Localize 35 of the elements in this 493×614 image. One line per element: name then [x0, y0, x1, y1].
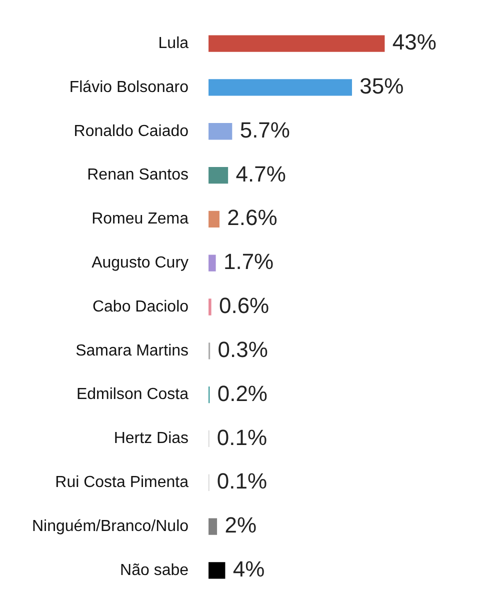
bar [208, 562, 226, 579]
data-label: 0.1% [216, 424, 268, 450]
y-tick-label: Samara Martins [76, 342, 189, 360]
y-tick-label: Ninguém/Branco/Nulo [32, 518, 189, 535]
y-tick-label: Flávio Bolsonaro [69, 78, 189, 96]
data-label: 0.1% [216, 468, 268, 494]
bar [208, 298, 212, 316]
data-label: 35% [360, 74, 404, 99]
data-label: 1.7% [223, 249, 274, 274]
data-label: 4% [232, 556, 265, 582]
bar [208, 518, 218, 535]
data-label: 0.3% [218, 336, 268, 362]
y-tick-label: Hertz Dias [114, 430, 189, 448]
y-tick-label: Edmilson Costa [76, 386, 189, 404]
bar [208, 79, 352, 96]
data-label: 2.6% [227, 205, 278, 230]
y-tick-label: Renan Santos [87, 166, 189, 184]
bar [208, 35, 385, 52]
y-tick-label: Romeu Zema [92, 210, 189, 228]
y-tick-label: Augusto Cury [92, 254, 189, 272]
data-label: 0.6% [218, 293, 270, 318]
bar [208, 210, 220, 228]
y-tick-label: Lula [158, 34, 189, 52]
data-label: 4.7% [236, 161, 286, 186]
bar [208, 166, 228, 184]
y-tick-label: Ronaldo Caiado [74, 122, 189, 140]
data-label: 0.2% [217, 380, 268, 406]
y-tick-label: Cabo Daciolo [92, 298, 189, 316]
data-label: 2% [224, 512, 256, 538]
bar [208, 123, 232, 140]
data-label: 43% [392, 30, 436, 55]
bar [208, 254, 216, 272]
data-label: 5.7% [240, 117, 290, 142]
y-tick-label: Não sabe [120, 562, 189, 579]
y-tick-label: Rui Costa Pimenta [55, 474, 189, 492]
